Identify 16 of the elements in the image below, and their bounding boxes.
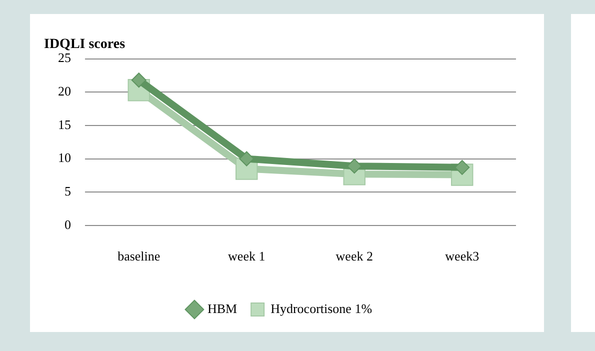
x-tick-label: baseline (118, 248, 160, 264)
x-tick-label: week 1 (228, 248, 266, 264)
x-tick-label: week3 (445, 248, 480, 264)
x-tick-label: week 2 (336, 248, 373, 264)
chart-title: IDQLI scores (44, 37, 126, 52)
y-tick-label: 0 (64, 216, 71, 232)
point (131, 72, 146, 88)
y-tick-label: 5 (64, 184, 71, 198)
y-tick-label: 15 (58, 116, 71, 132)
y-tick-label: 20 (58, 84, 71, 99)
point (239, 151, 254, 166)
y-tick-label: 25 (58, 50, 71, 66)
y-tick-label: 10 (58, 150, 71, 166)
point (346, 158, 362, 174)
legend-label: HBM (207, 300, 238, 316)
legend-label: Hydrocortisone 1% (270, 300, 372, 316)
